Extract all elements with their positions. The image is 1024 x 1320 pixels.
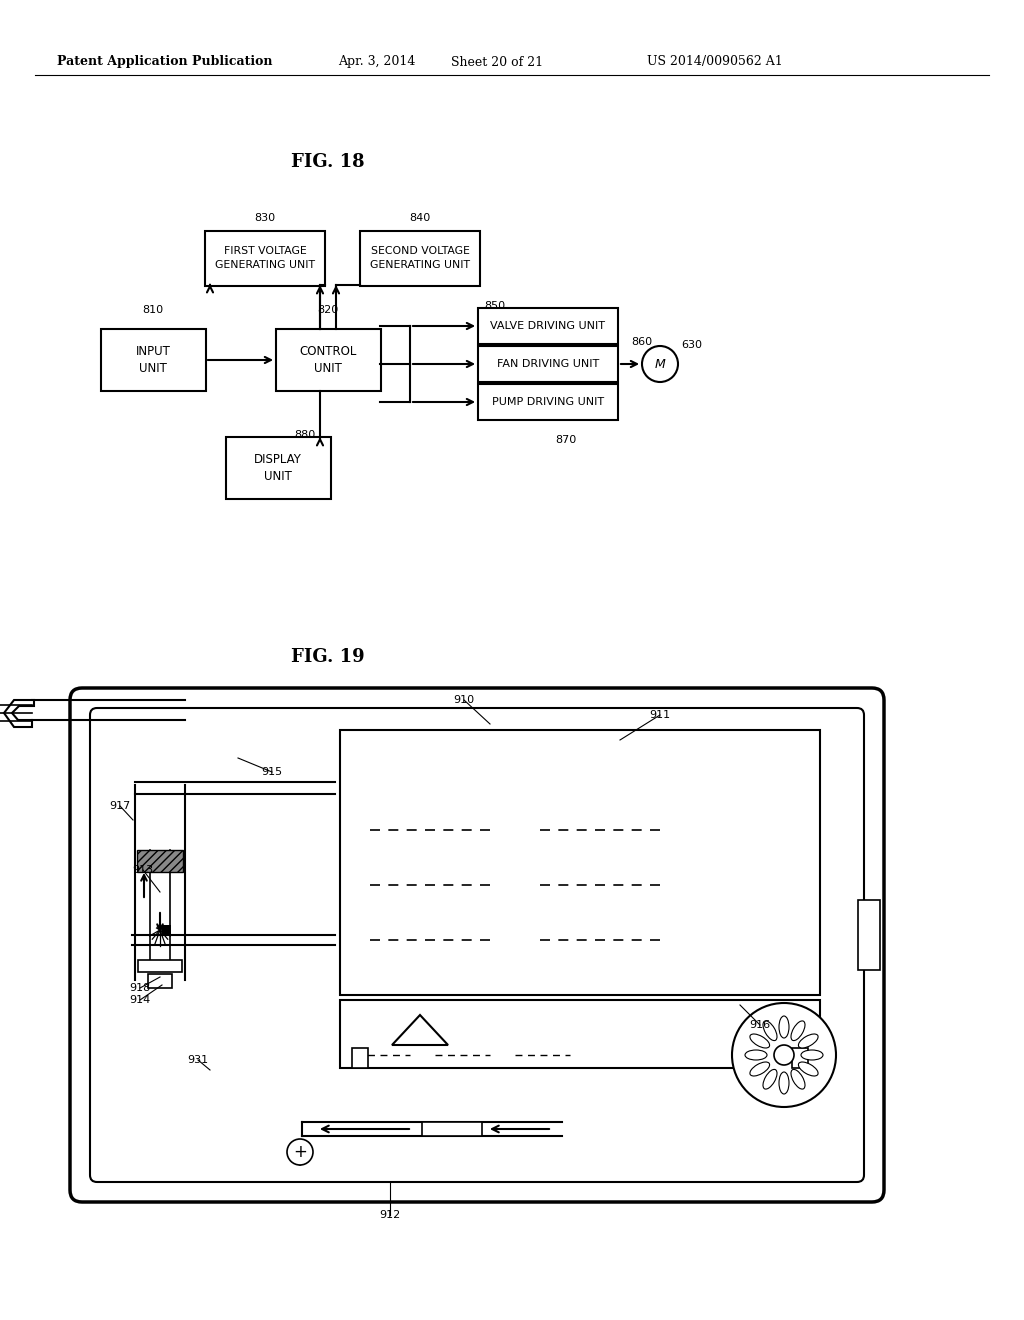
FancyBboxPatch shape [70, 688, 884, 1203]
Bar [360, 231, 480, 285]
Text: 915: 915 [261, 767, 283, 777]
Ellipse shape [750, 1063, 770, 1076]
Bar [478, 346, 618, 381]
Text: CONTROL
UNIT: CONTROL UNIT [299, 345, 356, 375]
Text: 630: 630 [682, 341, 702, 350]
Bar [100, 329, 206, 391]
Circle shape [774, 1045, 794, 1065]
Text: 911: 911 [649, 710, 671, 719]
Text: DISPLAY
UNIT: DISPLAY UNIT [254, 453, 302, 483]
Text: VALVE DRIVING UNIT: VALVE DRIVING UNIT [490, 321, 605, 331]
Bar [162, 925, 171, 935]
Text: Patent Application Publication: Patent Application Publication [57, 55, 272, 69]
Bar [478, 384, 618, 420]
Text: 917: 917 [110, 801, 131, 810]
Bar [137, 850, 183, 873]
Bar [148, 974, 172, 987]
Text: 914: 914 [129, 995, 151, 1005]
FancyBboxPatch shape [90, 708, 864, 1181]
Ellipse shape [799, 1063, 818, 1076]
Text: 931: 931 [187, 1055, 209, 1065]
Circle shape [732, 1003, 836, 1107]
Text: 910: 910 [454, 696, 474, 705]
Polygon shape [4, 700, 34, 727]
Ellipse shape [763, 1069, 777, 1089]
Ellipse shape [750, 1034, 770, 1048]
Ellipse shape [799, 1034, 818, 1048]
Text: 810: 810 [142, 305, 164, 315]
Text: 916: 916 [750, 1020, 771, 1030]
Text: 850: 850 [484, 301, 506, 312]
Text: 913: 913 [132, 865, 154, 875]
Ellipse shape [791, 1069, 805, 1089]
Text: 820: 820 [317, 305, 339, 315]
Ellipse shape [763, 1020, 777, 1040]
Text: INPUT
UNIT: INPUT UNIT [135, 345, 170, 375]
Bar [340, 730, 820, 995]
Text: 918: 918 [129, 983, 151, 993]
Ellipse shape [745, 1049, 767, 1060]
Bar [422, 1122, 482, 1137]
Bar [792, 1048, 808, 1068]
Text: M: M [654, 358, 666, 371]
Polygon shape [392, 1015, 449, 1045]
Bar [225, 437, 331, 499]
Ellipse shape [791, 1020, 805, 1040]
Text: FAN DRIVING UNIT: FAN DRIVING UNIT [497, 359, 599, 370]
Text: 830: 830 [254, 213, 275, 223]
Bar [275, 329, 381, 391]
Circle shape [642, 346, 678, 381]
Bar [138, 960, 182, 972]
Text: 840: 840 [410, 213, 431, 223]
Text: SECOND VOLTAGE
GENERATING UNIT: SECOND VOLTAGE GENERATING UNIT [370, 247, 470, 269]
Text: 880: 880 [294, 430, 315, 440]
Text: Sheet 20 of 21: Sheet 20 of 21 [451, 55, 543, 69]
Text: 860: 860 [632, 337, 652, 347]
Bar [352, 1048, 368, 1068]
Ellipse shape [779, 1016, 790, 1038]
Bar [205, 231, 325, 285]
Text: FIG. 18: FIG. 18 [291, 153, 365, 172]
Bar [478, 308, 618, 345]
Text: FIG. 19: FIG. 19 [291, 648, 365, 667]
Text: FIRST VOLTAGE
GENERATING UNIT: FIRST VOLTAGE GENERATING UNIT [215, 247, 315, 269]
Circle shape [287, 1139, 313, 1166]
Text: US 2014/0090562 A1: US 2014/0090562 A1 [647, 55, 782, 69]
Ellipse shape [801, 1049, 823, 1060]
Bar [858, 900, 880, 970]
Bar [340, 1001, 820, 1068]
Text: +: + [293, 1143, 307, 1162]
Ellipse shape [779, 1072, 790, 1094]
Text: PUMP DRIVING UNIT: PUMP DRIVING UNIT [492, 397, 604, 407]
Text: 870: 870 [555, 436, 577, 445]
Text: 912: 912 [379, 1210, 400, 1220]
Text: Apr. 3, 2014: Apr. 3, 2014 [338, 55, 416, 69]
